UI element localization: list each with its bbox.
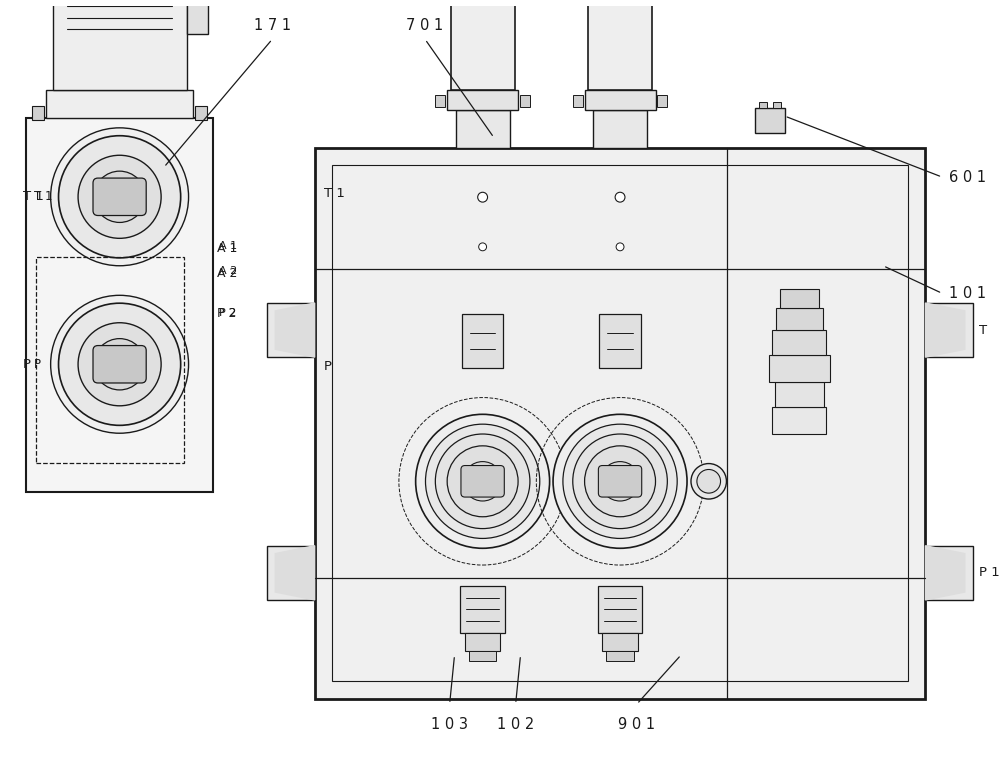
Circle shape xyxy=(94,171,145,222)
Circle shape xyxy=(435,434,530,529)
Circle shape xyxy=(559,470,583,493)
Bar xyxy=(53,0,187,90)
Bar xyxy=(332,165,908,681)
Text: A 2: A 2 xyxy=(219,266,237,276)
Circle shape xyxy=(59,303,181,426)
Circle shape xyxy=(78,155,161,238)
FancyBboxPatch shape xyxy=(461,465,504,497)
Text: T: T xyxy=(979,324,987,337)
Text: A 1: A 1 xyxy=(217,241,238,254)
Circle shape xyxy=(479,243,487,251)
Circle shape xyxy=(691,464,726,499)
Text: A 2: A 2 xyxy=(217,267,238,280)
Bar xyxy=(755,108,785,133)
Text: P: P xyxy=(324,360,332,373)
Bar xyxy=(36,257,184,463)
Bar xyxy=(759,102,767,108)
Bar xyxy=(195,106,207,120)
Circle shape xyxy=(425,424,540,539)
Text: P 2: P 2 xyxy=(219,308,236,318)
Polygon shape xyxy=(925,303,965,358)
Text: 6 0 1: 6 0 1 xyxy=(949,170,986,185)
Bar xyxy=(602,633,638,651)
Circle shape xyxy=(478,193,488,202)
Circle shape xyxy=(600,461,640,501)
Bar xyxy=(267,303,315,358)
Bar xyxy=(585,90,656,110)
Circle shape xyxy=(447,446,518,516)
Polygon shape xyxy=(275,303,315,358)
Bar xyxy=(606,651,634,661)
Text: P: P xyxy=(34,358,41,371)
Text: 1 0 2: 1 0 2 xyxy=(497,717,534,732)
Text: 7 0 1: 7 0 1 xyxy=(406,18,444,34)
Bar xyxy=(780,289,819,309)
Bar xyxy=(46,90,193,118)
Circle shape xyxy=(616,243,624,251)
Circle shape xyxy=(94,338,145,390)
Circle shape xyxy=(563,424,677,539)
Bar xyxy=(657,96,667,107)
Bar xyxy=(599,314,641,368)
Circle shape xyxy=(554,464,589,499)
FancyBboxPatch shape xyxy=(93,345,146,383)
Bar xyxy=(315,147,925,699)
Bar xyxy=(451,0,515,90)
Circle shape xyxy=(78,322,161,406)
Circle shape xyxy=(51,128,189,266)
Bar xyxy=(447,90,518,110)
Bar xyxy=(488,0,496,2)
Circle shape xyxy=(573,434,667,529)
Circle shape xyxy=(416,414,550,549)
Text: T 1: T 1 xyxy=(324,187,344,200)
Circle shape xyxy=(59,136,181,258)
Text: P: P xyxy=(23,358,31,371)
Bar xyxy=(456,110,510,147)
Bar xyxy=(462,314,503,368)
Text: 1 0 1: 1 0 1 xyxy=(949,286,986,301)
Polygon shape xyxy=(275,545,315,600)
Bar xyxy=(775,382,824,406)
Circle shape xyxy=(615,193,625,202)
Bar xyxy=(593,110,647,147)
Bar xyxy=(520,96,530,107)
Text: 1 7 1: 1 7 1 xyxy=(254,18,291,34)
Bar xyxy=(925,545,973,600)
Bar xyxy=(466,0,474,2)
Circle shape xyxy=(585,446,656,516)
Bar xyxy=(32,106,44,120)
Bar xyxy=(772,406,826,435)
Text: T 1: T 1 xyxy=(34,190,52,203)
Bar xyxy=(925,303,973,358)
Text: P 2: P 2 xyxy=(217,306,237,319)
Bar xyxy=(598,586,642,633)
Circle shape xyxy=(463,461,502,501)
FancyBboxPatch shape xyxy=(598,465,642,497)
Text: T 1: T 1 xyxy=(23,190,44,203)
Bar xyxy=(573,96,583,107)
Text: P 1: P 1 xyxy=(979,566,999,579)
Bar xyxy=(469,651,496,661)
Bar xyxy=(776,309,823,330)
Bar xyxy=(465,633,500,651)
Circle shape xyxy=(697,470,721,493)
Bar xyxy=(769,354,830,382)
Text: 9 0 1: 9 0 1 xyxy=(618,717,655,732)
Bar xyxy=(267,545,315,600)
Text: 1 0 3: 1 0 3 xyxy=(431,717,468,732)
Bar xyxy=(187,0,208,34)
Bar xyxy=(625,0,633,2)
Bar xyxy=(435,96,445,107)
Circle shape xyxy=(51,296,189,433)
Bar xyxy=(603,0,611,2)
Bar xyxy=(588,0,652,90)
Text: A 1: A 1 xyxy=(219,241,237,251)
Bar xyxy=(26,118,213,492)
Bar xyxy=(772,330,826,354)
Polygon shape xyxy=(925,545,965,600)
Bar xyxy=(773,102,781,108)
Circle shape xyxy=(553,414,687,549)
Bar xyxy=(460,586,505,633)
FancyBboxPatch shape xyxy=(93,178,146,215)
